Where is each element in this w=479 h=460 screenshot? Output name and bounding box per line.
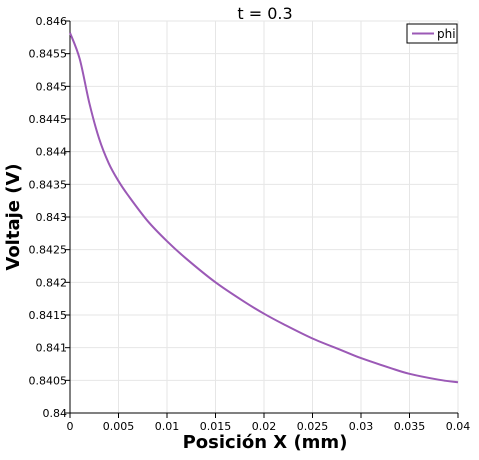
x-ticks: 0 0.005 0.01 0.015 0.02 0.025 0.03 0.035 0.04 [67, 413, 471, 433]
x-tick-label: 0.04 [446, 420, 471, 433]
y-ticks: 0.84 0.8405 0.841 0.8415 0.842 0.8425 0.843 0.8… [29, 15, 70, 420]
x-tick-label: 0.005 [103, 420, 135, 433]
series [69, 32, 459, 384]
y-tick-label: 0.841 [36, 342, 68, 355]
y-axis-title: Voltaje (V) [3, 163, 24, 270]
grid [69, 20, 459, 414]
x-tick-label: 0.025 [297, 420, 329, 433]
y-tick-label: 0.843 [36, 211, 68, 224]
x-tick-label: 0.02 [252, 420, 277, 433]
y-tick-label: 0.8435 [29, 178, 68, 191]
x-axis-title: Posición X (mm) [183, 432, 348, 453]
x-tick-label: 0.01 [155, 420, 180, 433]
x-tick-label: 0.035 [394, 420, 426, 433]
y-tick-label: 0.8405 [29, 374, 68, 387]
x-tick-label: 0.03 [349, 420, 374, 433]
x-tick-label: 0.015 [200, 420, 232, 433]
legend-label-phi: phi [437, 27, 456, 41]
legend: phi [406, 23, 458, 44]
y-tick-label: 0.84 [43, 407, 68, 420]
chart-title: t = 0.3 [237, 4, 292, 23]
x-tick-label: 0 [67, 420, 74, 433]
y-tick-label: 0.8415 [29, 309, 68, 322]
y-tick-label: 0.846 [36, 15, 68, 28]
y-tick-label: 0.842 [36, 276, 68, 289]
y-tick-label: 0.8425 [29, 244, 68, 257]
y-tick-label: 0.8455 [29, 48, 68, 61]
y-tick-label: 0.8445 [29, 113, 68, 126]
y-tick-label: 0.845 [36, 80, 68, 93]
y-tick-label: 0.844 [36, 146, 68, 159]
